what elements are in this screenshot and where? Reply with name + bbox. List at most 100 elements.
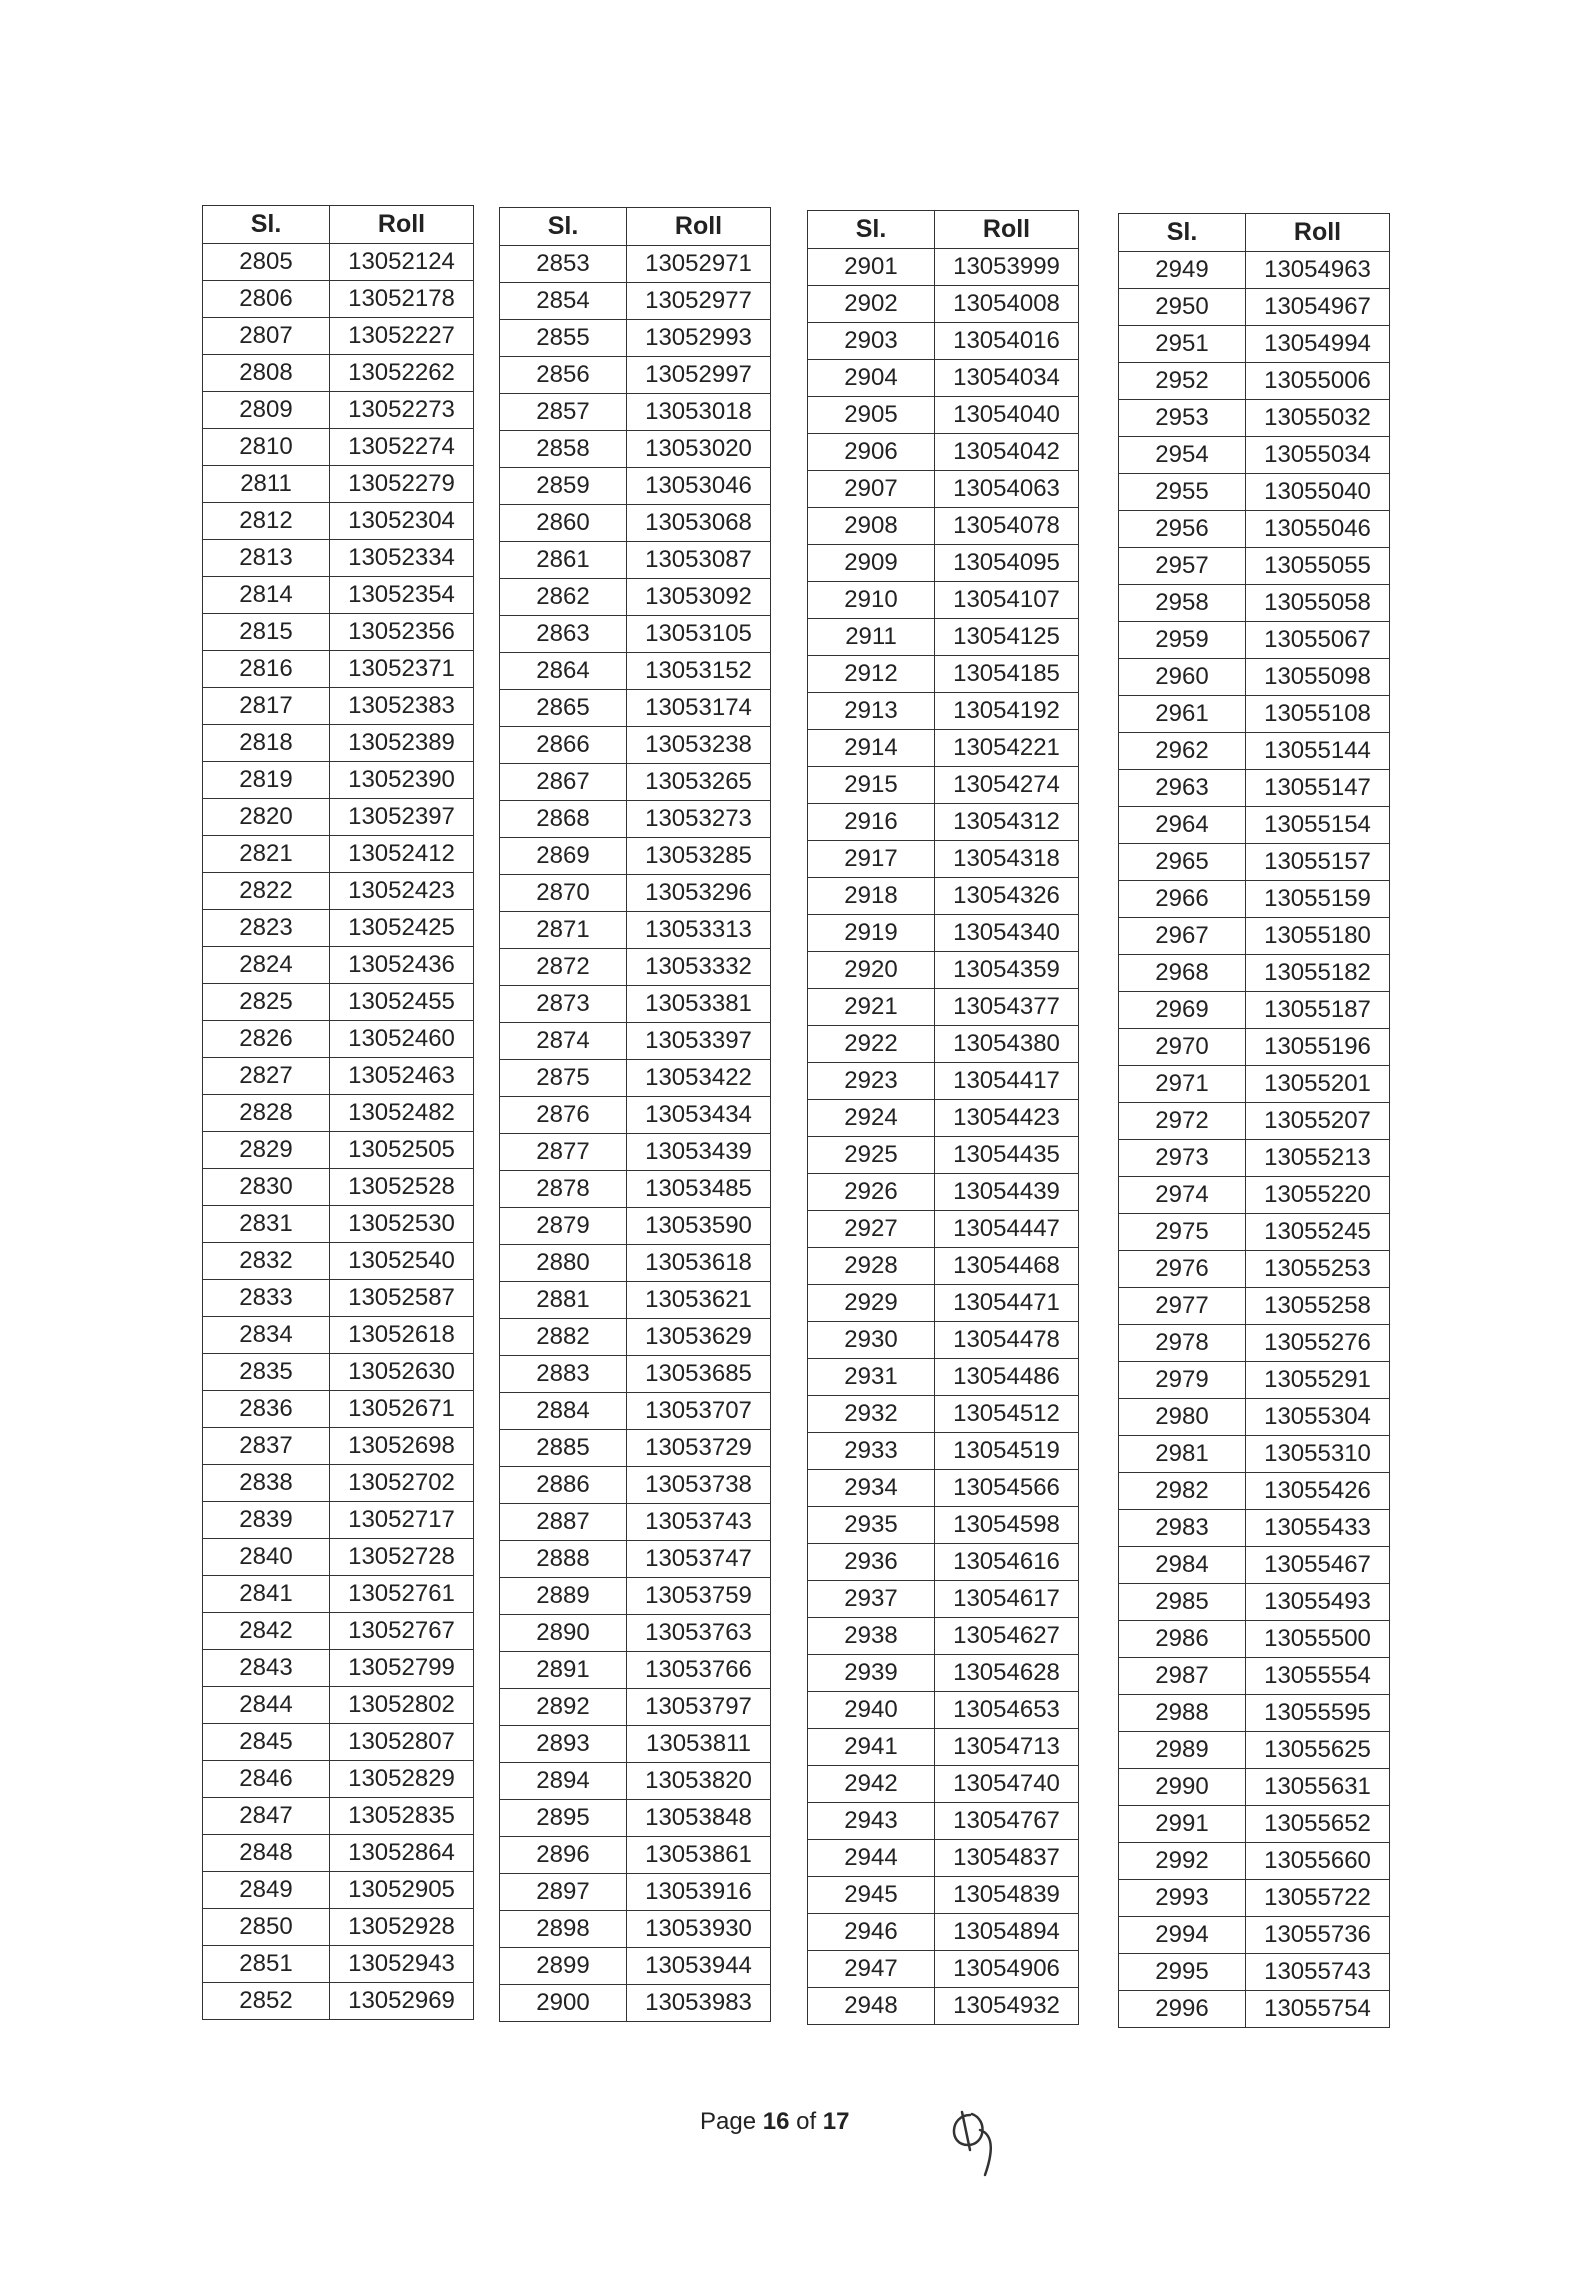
- sl-cell: 2874: [499, 1022, 627, 1060]
- table-row: 2899 13053944: [499, 1947, 771, 1985]
- sl-cell: 2812: [202, 502, 330, 540]
- roll-cell: 13054512: [934, 1395, 1079, 1433]
- roll-cell: 13055157: [1245, 843, 1390, 881]
- table-row: 2947 13054906: [807, 1950, 1079, 1988]
- table-header-row: Sl. Roll: [1118, 213, 1390, 252]
- roll-cell: 13055276: [1245, 1324, 1390, 1362]
- table-row: 2995 13055743: [1118, 1953, 1390, 1991]
- sl-cell: 2955: [1118, 473, 1246, 511]
- table-row: 2819 13052390: [202, 761, 474, 799]
- roll-cell: 13052829: [329, 1760, 474, 1798]
- sl-cell: 2806: [202, 280, 330, 318]
- sl-cell: 2842: [202, 1612, 330, 1650]
- table-row: 2847 13052835: [202, 1797, 474, 1835]
- sl-cell: 2971: [1118, 1065, 1246, 1103]
- table-row: 2820 13052397: [202, 798, 474, 836]
- sl-cell: 2989: [1118, 1731, 1246, 1769]
- roll-cell: 13052460: [329, 1020, 474, 1058]
- sl-cell: 2820: [202, 798, 330, 836]
- sl-cell: 2817: [202, 687, 330, 725]
- table-row: 2858 13053020: [499, 430, 771, 468]
- sl-cell: 2964: [1118, 806, 1246, 844]
- roll-cell: 13052463: [329, 1057, 474, 1095]
- table-row: 2940 13054653: [807, 1691, 1079, 1729]
- sl-cell: 2824: [202, 946, 330, 984]
- table-row: 2951 13054994: [1118, 325, 1390, 363]
- sl-cell: 2868: [499, 800, 627, 838]
- table-row: 2874 13053397: [499, 1022, 771, 1060]
- sl-cell: 2879: [499, 1207, 627, 1245]
- sl-cell: 2928: [807, 1247, 935, 1285]
- roll-cell: 13054095: [934, 544, 1079, 582]
- table-row: 2840 13052728: [202, 1538, 474, 1576]
- table-row: 2958 13055058: [1118, 584, 1390, 622]
- roll-cell: 13054192: [934, 692, 1079, 730]
- column-header-roll: Roll: [934, 210, 1079, 249]
- roll-cell: 13053743: [626, 1503, 771, 1541]
- table-row: 2918 13054326: [807, 877, 1079, 915]
- table-row: 2975 13055245: [1118, 1213, 1390, 1251]
- sl-cell: 2826: [202, 1020, 330, 1058]
- sl-cell: 2952: [1118, 362, 1246, 400]
- sl-cell: 2896: [499, 1836, 627, 1874]
- roll-cell: 13054423: [934, 1099, 1079, 1137]
- sl-cell: 2918: [807, 877, 935, 915]
- roll-cell: 13052997: [626, 356, 771, 394]
- table-row: 2946 13054894: [807, 1913, 1079, 1951]
- table-row: 2985 13055493: [1118, 1583, 1390, 1621]
- roll-cell: 13053439: [626, 1133, 771, 1171]
- roll-cell: 13052761: [329, 1575, 474, 1613]
- sl-cell: 2810: [202, 428, 330, 466]
- table-row: 2823 13052425: [202, 909, 474, 947]
- sl-cell: 2840: [202, 1538, 330, 1576]
- sl-cell: 2884: [499, 1392, 627, 1430]
- sl-cell: 2831: [202, 1205, 330, 1243]
- sl-cell: 2863: [499, 615, 627, 653]
- sl-cell: 2867: [499, 763, 627, 801]
- roll-cell: 13054063: [934, 470, 1079, 508]
- roll-cell: 13052928: [329, 1908, 474, 1946]
- table-row: 2817 13052383: [202, 687, 474, 725]
- table-row: 2859 13053046: [499, 467, 771, 505]
- roll-cell: 13055433: [1245, 1509, 1390, 1547]
- sl-cell: 2977: [1118, 1287, 1246, 1325]
- table-row: 2857 13053018: [499, 393, 771, 431]
- table-row: 2988 13055595: [1118, 1694, 1390, 1732]
- sl-cell: 2942: [807, 1765, 935, 1803]
- sl-cell: 2852: [202, 1982, 330, 2020]
- table-row: 2854 13052977: [499, 282, 771, 320]
- table-row: 2838 13052702: [202, 1464, 474, 1502]
- sl-cell: 2974: [1118, 1176, 1246, 1214]
- roll-cell: 13052630: [329, 1353, 474, 1391]
- table-row: 2860 13053068: [499, 504, 771, 542]
- roll-cell: 13054471: [934, 1284, 1079, 1322]
- table-row: 2938 13054627: [807, 1617, 1079, 1655]
- roll-cell: 13054447: [934, 1210, 1079, 1248]
- table-row: 2851 13052943: [202, 1945, 474, 1983]
- sl-cell: 2902: [807, 285, 935, 323]
- roll-cell: 13053485: [626, 1170, 771, 1208]
- sl-cell: 2866: [499, 726, 627, 764]
- sl-cell: 2936: [807, 1543, 935, 1581]
- sl-cell: 2845: [202, 1723, 330, 1761]
- sl-cell: 2944: [807, 1839, 935, 1877]
- table-row: 2968 13055182: [1118, 954, 1390, 992]
- roll-cell: 13054839: [934, 1876, 1079, 1914]
- roll-cell: 13054767: [934, 1802, 1079, 1840]
- sl-cell: 2900: [499, 1984, 627, 2022]
- sl-cell: 2981: [1118, 1435, 1246, 1473]
- table-row: 2856 13052997: [499, 356, 771, 394]
- table-row: 2811 13052279: [202, 465, 474, 503]
- table-row: 2886 13053738: [499, 1466, 771, 1504]
- table-row: 2814 13052354: [202, 576, 474, 614]
- roll-cell: 13055743: [1245, 1953, 1390, 1991]
- roll-cell: 13054713: [934, 1728, 1079, 1766]
- table-row: 2961 13055108: [1118, 695, 1390, 733]
- table-row: 2960 13055098: [1118, 658, 1390, 696]
- sl-cell: 2861: [499, 541, 627, 579]
- sl-cell: 2994: [1118, 1916, 1246, 1954]
- roll-cell: 13054486: [934, 1358, 1079, 1396]
- table-row: 2863 13053105: [499, 615, 771, 653]
- table-row: 2831 13052530: [202, 1205, 474, 1243]
- roll-cell: 13053797: [626, 1688, 771, 1726]
